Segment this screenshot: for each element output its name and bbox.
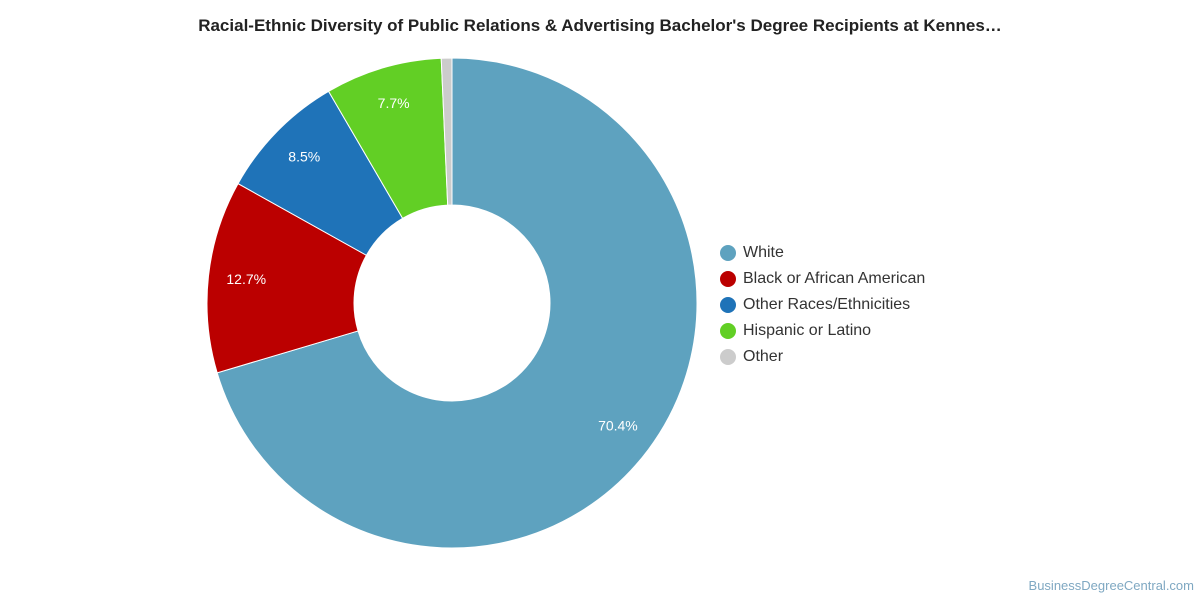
- legend-label-hispanic: Hispanic or Latino: [743, 322, 872, 339]
- chart-title: Racial-Ethnic Diversity of Public Relati…: [198, 16, 1002, 35]
- legend-swatch-white: [720, 245, 736, 261]
- legend-item-white[interactable]: White: [720, 240, 925, 266]
- legend-label-other: Other: [743, 348, 784, 365]
- slice-label-black: 12.7%: [226, 271, 266, 287]
- legend-label-black: Black or African American: [743, 270, 926, 287]
- legend-item-black[interactable]: Black or African American: [720, 266, 925, 292]
- legend-label-white: White: [743, 244, 784, 261]
- site-credit[interactable]: BusinessDegreeCentral.com: [1028, 578, 1194, 593]
- legend-item-hispanic[interactable]: Hispanic or Latino: [720, 318, 925, 344]
- slice-label-white: 70.4%: [598, 417, 638, 433]
- slice-white[interactable]: [216, 57, 698, 549]
- legend-item-other-races[interactable]: Other Races/Ethnicities: [720, 292, 925, 318]
- legend-swatch-black: [720, 271, 736, 287]
- slice-label-other-races: 8.5%: [288, 149, 320, 165]
- legend-item-other[interactable]: Other: [720, 344, 925, 370]
- legend-swatch-other: [720, 349, 736, 365]
- slice-label-hispanic: 7.7%: [378, 95, 410, 111]
- legend-swatch-other-races: [720, 297, 736, 313]
- legend-label-other-races: Other Races/Ethnicities: [743, 296, 911, 313]
- legend-swatch-hispanic: [720, 323, 736, 339]
- legend: White Black or African American Other Ra…: [720, 240, 925, 370]
- slice-black[interactable]: [206, 182, 368, 374]
- slice-other[interactable]: [440, 57, 453, 206]
